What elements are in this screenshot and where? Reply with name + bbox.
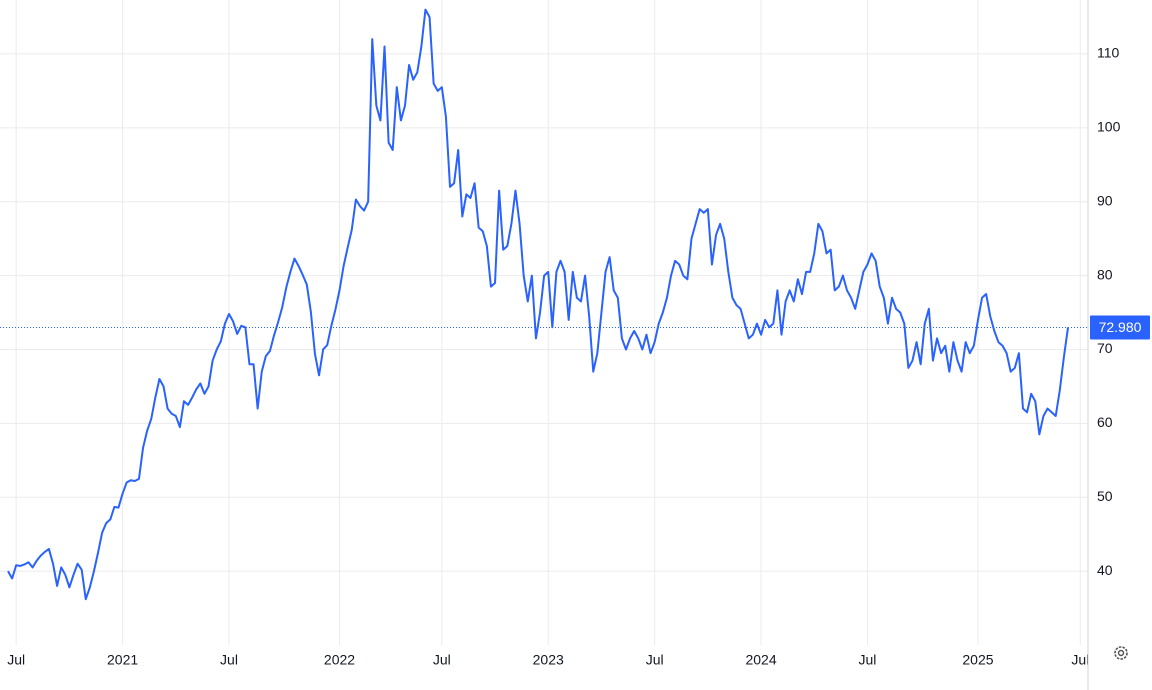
x-tick-label: Jul bbox=[859, 652, 877, 668]
x-tick-label: 2023 bbox=[533, 652, 564, 668]
gear-outer bbox=[1114, 646, 1128, 660]
x-tick-label: 2024 bbox=[745, 652, 776, 668]
y-tick-label: 90 bbox=[1097, 192, 1113, 208]
last-value-box bbox=[1090, 315, 1150, 340]
price-line bbox=[7, 8, 1069, 601]
x-tick-label: Jul bbox=[7, 652, 25, 668]
y-tick-label: 80 bbox=[1097, 266, 1113, 282]
x-tick-label: Jul bbox=[220, 652, 238, 668]
settings-icon[interactable] bbox=[1114, 646, 1128, 660]
y-tick-label: 50 bbox=[1097, 488, 1113, 504]
y-tick-label: 110 bbox=[1097, 45, 1120, 61]
x-tick-label: Jul bbox=[646, 652, 664, 668]
last-value-label: 72.980 bbox=[1099, 319, 1142, 335]
y-tick-label: 60 bbox=[1097, 414, 1113, 430]
x-tick-label: Jul bbox=[1071, 652, 1089, 668]
y-tick-label: 100 bbox=[1097, 119, 1121, 135]
gear-inner bbox=[1117, 649, 1125, 657]
x-tick-label: 2022 bbox=[324, 652, 355, 668]
x-tick-label: Jul bbox=[433, 652, 451, 668]
x-tick-label: 2021 bbox=[107, 652, 138, 668]
y-tick-label: 70 bbox=[1097, 340, 1113, 356]
y-tick-label: 40 bbox=[1097, 562, 1113, 578]
x-tick-label: 2025 bbox=[962, 652, 993, 668]
